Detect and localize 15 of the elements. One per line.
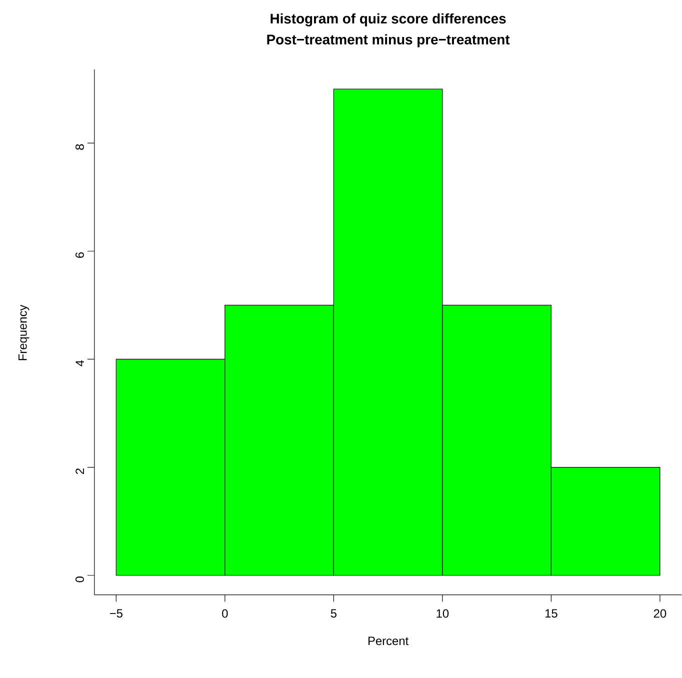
y-tick-label: 2 xyxy=(76,468,84,474)
y-axis-title: Frequency xyxy=(18,304,30,360)
y-tick-label: 8 xyxy=(76,144,84,150)
y-tick-label: 0 xyxy=(76,576,84,582)
y-tick-label: 4 xyxy=(76,360,84,366)
x-axis-title: Percent xyxy=(368,636,409,646)
x-tick-label: −5 xyxy=(110,609,122,618)
chart-title: Histogram of quiz score differences xyxy=(270,13,506,27)
x-tick-label: 10 xyxy=(436,609,449,618)
x-tick-label: 0 xyxy=(222,609,228,618)
x-tick-label: 15 xyxy=(545,609,558,618)
chart-subtitle: Post−treatment minus pre−treatment xyxy=(267,34,510,48)
y-tick-label: 6 xyxy=(76,252,84,258)
x-tick-label: 5 xyxy=(330,609,336,618)
x-tick-label: 20 xyxy=(654,609,666,618)
